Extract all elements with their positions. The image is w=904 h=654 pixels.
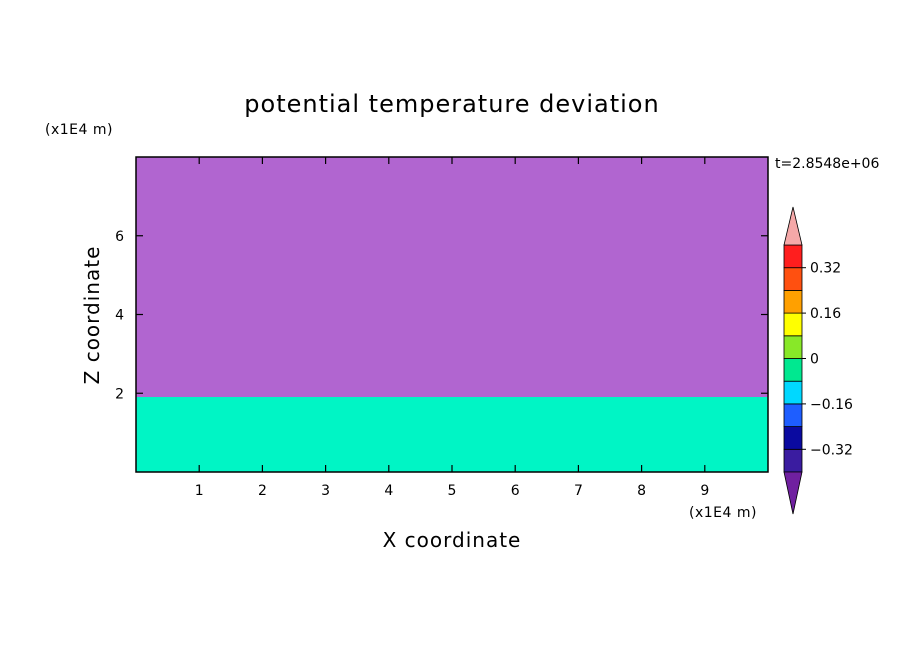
x-tick-label: 8 bbox=[637, 483, 646, 499]
colorbar-label: 0.16 bbox=[810, 306, 841, 322]
x-tick-label: 4 bbox=[384, 483, 393, 499]
z-tick-label: 4 bbox=[115, 308, 124, 324]
colorbar-swatch bbox=[783, 380, 803, 405]
colorbar-label: 0.32 bbox=[810, 261, 841, 277]
colorbar-swatch bbox=[783, 358, 803, 382]
field-upper-layer bbox=[136, 157, 768, 244]
colorbar: 0.32 0.16 0 −0.16 −0.32 bbox=[783, 206, 853, 515]
field-middle-layer bbox=[136, 244, 768, 397]
colorbar-upper-extend bbox=[783, 206, 803, 246]
colorbar-label: −0.16 bbox=[810, 397, 853, 413]
z-axis: 2 4 6 bbox=[115, 229, 768, 402]
x-tick-label: 7 bbox=[574, 483, 583, 499]
colorbar-swatch bbox=[783, 403, 803, 427]
x-axis: 1 2 3 4 5 6 7 8 9 bbox=[195, 157, 709, 499]
z-unit-label: (x1E4 m) bbox=[45, 122, 113, 138]
z-axis-label: Z coordinate bbox=[80, 246, 104, 385]
x-tick-label: 9 bbox=[700, 483, 709, 499]
colorbar-label: −0.32 bbox=[810, 442, 853, 458]
x-axis-label: X coordinate bbox=[383, 528, 522, 552]
x-tick-label: 1 bbox=[195, 483, 204, 499]
colorbar-swatch bbox=[783, 267, 803, 291]
x-unit-label: (x1E4 m) bbox=[689, 505, 757, 521]
x-tick-label: 3 bbox=[321, 483, 330, 499]
field-heatmap bbox=[136, 157, 768, 472]
x-tick-label: 2 bbox=[258, 483, 267, 499]
colorbar-lower-extend bbox=[783, 471, 803, 515]
time-label: t=2.8548e+06 bbox=[775, 156, 879, 172]
x-tick-label: 5 bbox=[448, 483, 457, 499]
colorbar-swatch bbox=[783, 312, 803, 337]
z-tick-label: 2 bbox=[115, 386, 124, 402]
colorbar-swatch bbox=[783, 448, 803, 473]
field-lower-layer bbox=[136, 397, 768, 472]
colorbar-swatch bbox=[783, 335, 803, 359]
x-tick-label: 6 bbox=[511, 483, 520, 499]
colorbar-swatch bbox=[783, 289, 803, 314]
colorbar-swatch bbox=[783, 244, 803, 269]
chart-title: potential temperature deviation bbox=[244, 90, 659, 118]
colorbar-label: 0 bbox=[810, 352, 819, 368]
z-tick-label: 6 bbox=[115, 229, 124, 245]
colorbar-swatch bbox=[783, 426, 803, 450]
